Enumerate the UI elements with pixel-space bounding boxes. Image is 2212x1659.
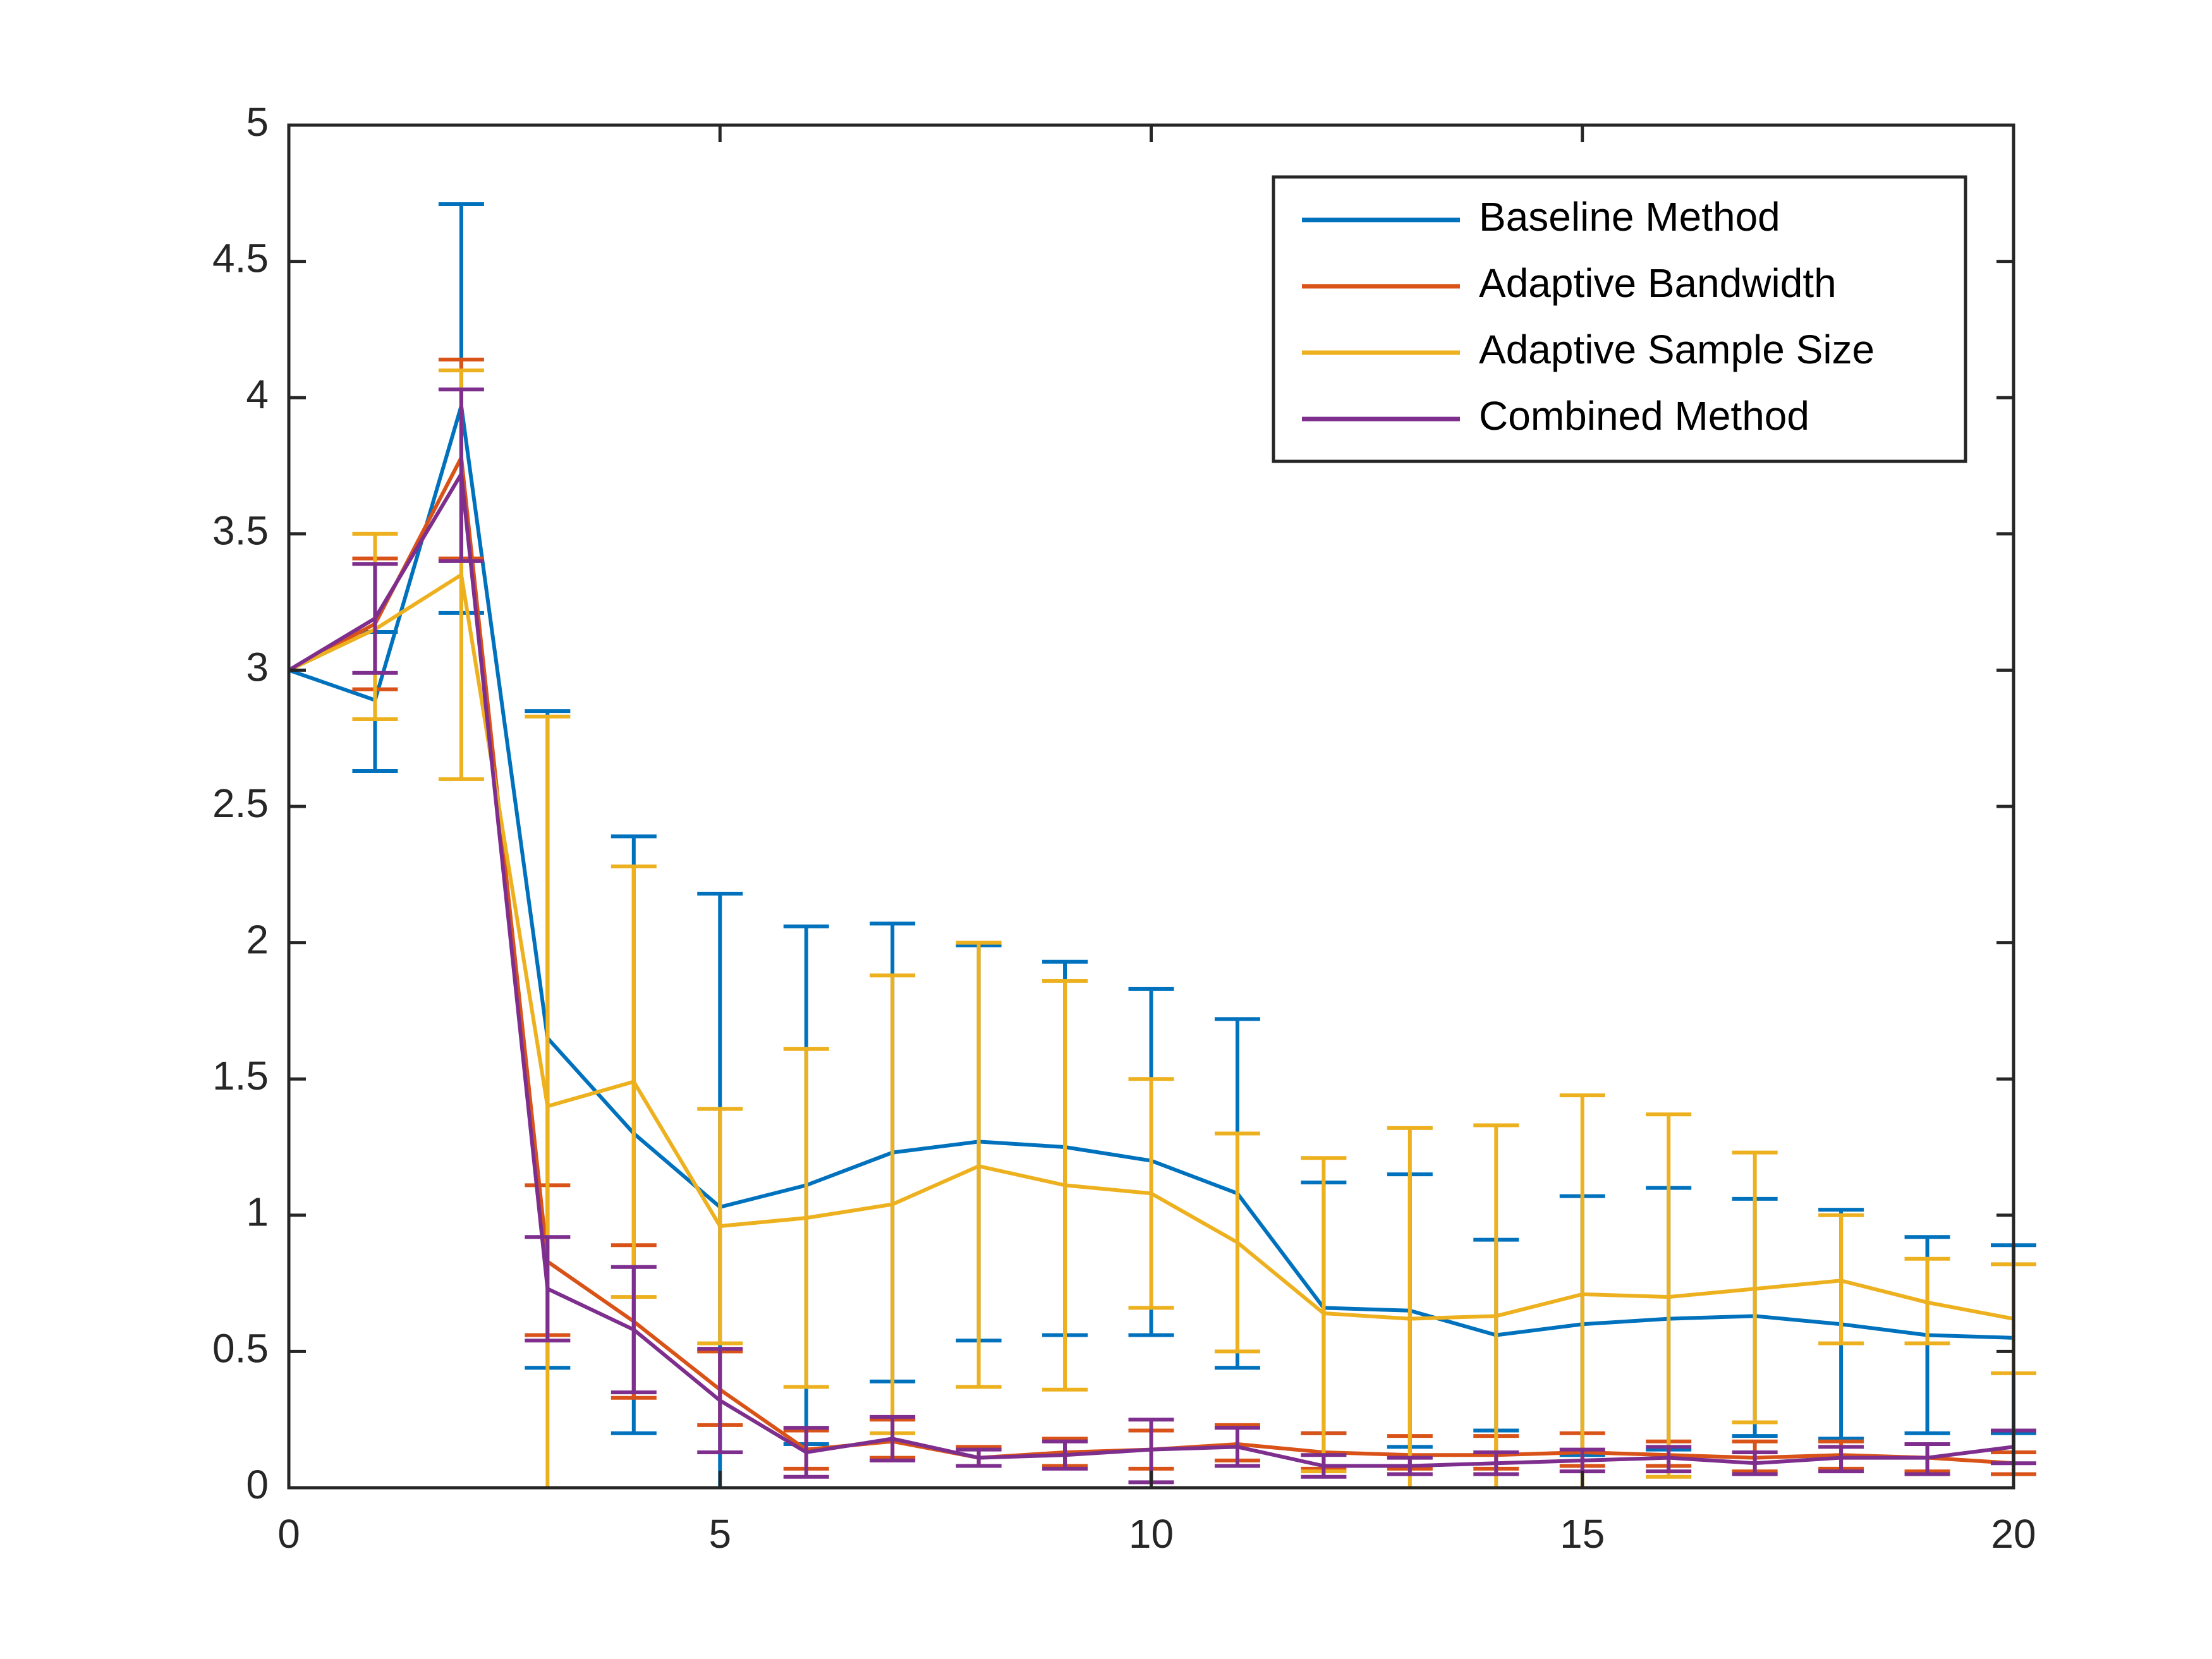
legend-label: Baseline Method: [1479, 194, 1780, 240]
y-tick-label: 3.5: [212, 508, 269, 554]
legend: Baseline Method Adaptive Bandwidth Adaptiv…: [1272, 175, 1967, 463]
error-bar: [1387, 1126, 1433, 1488]
legend-label: Adaptive Bandwidth: [1479, 260, 1837, 306]
series-line: [288, 471, 2014, 1468]
y-tick-label: 0: [246, 1462, 269, 1507]
legend-entry: Adaptive Bandwidth: [1302, 260, 1837, 306]
legend-label: Adaptive Sample Size: [1479, 327, 1875, 372]
legend-entry: Baseline Method: [1302, 194, 1780, 240]
series-layer: [288, 202, 2036, 1488]
legend-box: [1272, 175, 1967, 463]
y-tick-label: 3: [246, 644, 269, 690]
legend-entry: Combined Method: [1302, 393, 1809, 439]
x-tick-label: 15: [1560, 1511, 1605, 1557]
y-tick-label: 4.5: [212, 236, 269, 281]
legend-entry: Adaptive Sample Size: [1302, 327, 1875, 372]
y-tick-label: 1: [246, 1189, 269, 1235]
legend-label: Combined Method: [1479, 393, 1809, 439]
series-line: [288, 573, 2014, 1321]
error-bar: [1473, 1123, 1519, 1488]
series-3: [288, 387, 2036, 1485]
x-tick-label: 20: [1991, 1511, 2036, 1557]
axes-layer: 0 5 10 15 20 0 0.5 1 1.5 2 2.5 3 3.5 4 4.5 5: [212, 99, 2036, 1557]
x-tick-label: 5: [708, 1511, 731, 1557]
y-tick-label: 0.5: [212, 1325, 269, 1371]
y-tick-label: 1.5: [212, 1053, 269, 1098]
series-2: [288, 368, 2036, 1488]
y-tick-label: 2.5: [212, 781, 269, 826]
y-tick-label: 5: [246, 99, 269, 145]
legend-entries: Baseline Method Adaptive Bandwidth Adaptiv…: [1302, 194, 1875, 439]
x-tick-label: 10: [1129, 1511, 1174, 1557]
x-tick-label: 0: [277, 1511, 300, 1557]
y-tick-label: 2: [246, 917, 269, 963]
y-tick-label: 4: [246, 372, 269, 417]
error-bar: [1559, 1093, 1605, 1488]
